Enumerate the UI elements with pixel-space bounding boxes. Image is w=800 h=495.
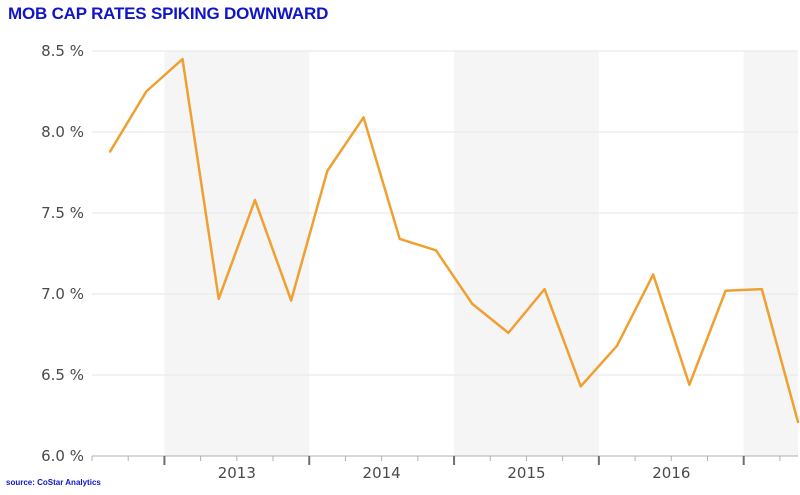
y-tick-label: 7.5 % [41, 204, 84, 222]
data-point [398, 237, 401, 241]
data-point [217, 297, 220, 301]
chart-title: MOB CAP RATES SPIKING DOWNWARD [8, 4, 329, 23]
y-tick-label: 8.0 % [41, 123, 84, 141]
y-tick-label: 6.0 % [41, 447, 84, 465]
series-layer [108, 57, 800, 424]
data-point [289, 299, 293, 302]
data-point [253, 198, 257, 202]
data-point [507, 331, 510, 335]
data-point [326, 169, 329, 173]
data-point [145, 90, 148, 93]
data-point [108, 150, 112, 153]
year-band-1 [164, 51, 310, 456]
x-tick-label: 2014 [363, 464, 401, 482]
gridlines [92, 50, 798, 376]
y-axis-tick-labels: 6.0 % 6.5 % 7.0 % 7.5 % 8.0 % 8.5 % [41, 42, 84, 465]
x-tick-label: 2015 [507, 464, 545, 482]
y-tick-label: 8.5 % [41, 42, 84, 60]
data-point [760, 287, 763, 291]
data-point [688, 383, 691, 386]
data-point [543, 287, 546, 291]
data-point [615, 344, 619, 348]
y-tick-label: 7.0 % [41, 285, 84, 303]
data-point [579, 385, 582, 388]
x-axis [91, 455, 798, 465]
data-point [796, 420, 800, 424]
source-note: source: CoStar Analytics [6, 478, 101, 487]
data-point [651, 273, 655, 276]
x-tick-label: 2016 [652, 464, 690, 482]
y-tick-label: 6.5 % [41, 366, 84, 384]
data-point [362, 116, 365, 119]
x-tick-label: 2013 [218, 464, 256, 482]
series-line-1 [108, 57, 800, 424]
data-point [470, 302, 474, 305]
data-point [181, 57, 184, 61]
year-band-2 [454, 51, 599, 456]
year-bands [164, 51, 798, 456]
x-axis-tick-labels: 2013 2014 2015 2016 [218, 464, 691, 482]
data-point [724, 289, 727, 292]
data-point [434, 249, 438, 252]
